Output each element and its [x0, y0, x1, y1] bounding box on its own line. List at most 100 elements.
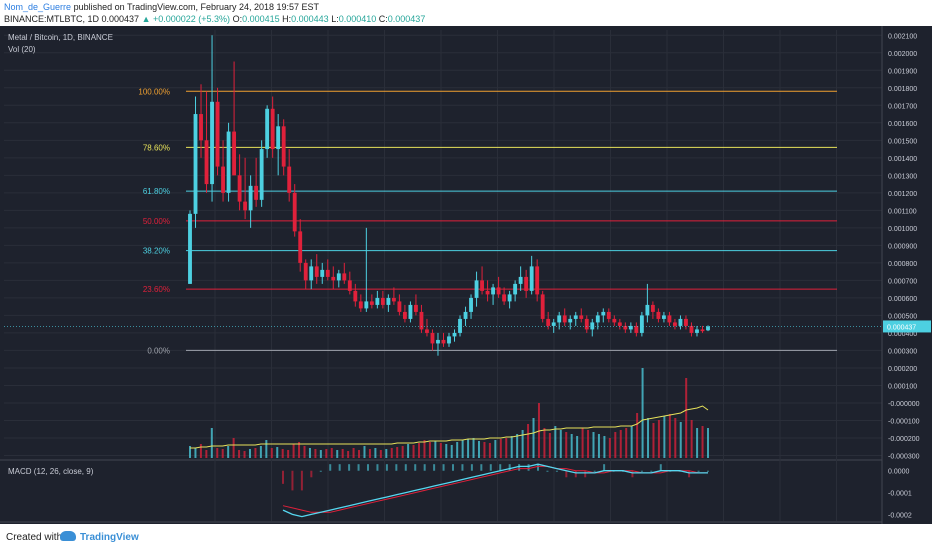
candle-body [254, 185, 259, 200]
fib-level-label: 38.20% [143, 247, 170, 256]
volume-bar [210, 428, 213, 458]
volume-bar [608, 438, 611, 458]
candle-body [584, 318, 589, 330]
volume-bar [527, 424, 530, 458]
chart-area[interactable]: 100.00% 78.60% 61.80% 50.00% 38.20% 23.60% 0.0… [0, 26, 932, 524]
volume-bar [347, 451, 350, 458]
price-tick-label: 0.000900 [888, 243, 917, 250]
price-tick-label: -0.000100 [888, 418, 920, 425]
macd-histogram-bar [414, 464, 417, 471]
volume-bar [499, 439, 502, 458]
candle-body [590, 322, 595, 330]
volume-bar [663, 416, 666, 458]
macd-histogram-bar [489, 464, 492, 471]
candle-body [557, 315, 562, 323]
candle-body [535, 266, 540, 295]
volume-bar [194, 448, 197, 458]
volume-bar [614, 432, 617, 458]
candle-body [579, 315, 584, 319]
time-axis[interactable]: 16 Nov 15 Dec 18 2018 15 Feb 15 Mar 15 Apr [211, 523, 844, 524]
fibonacci-levels[interactable]: 100.00% 78.60% 61.80% 50.00% 38.20% 23.60% 0.0… [138, 87, 837, 355]
macd-histogram-bar [593, 470, 596, 472]
price-axis[interactable]: 0.002100 0.002000 0.001900 0.001800 0.001700… [4, 26, 931, 524]
macd-histogram-bar [395, 464, 398, 471]
candle-body [243, 201, 248, 211]
volume-bar [352, 448, 355, 458]
candle-body [430, 332, 435, 344]
candle-body [700, 329, 705, 332]
high-label: H: [282, 14, 292, 24]
close-label: C: [378, 14, 388, 24]
macd-legend: MACD (12, 26, close, 9) [8, 467, 94, 476]
price-tick-label: 0.001800 [888, 86, 917, 93]
volume-bar [412, 445, 415, 458]
price-tick-label: 0.001300 [888, 173, 917, 180]
candle-body [336, 273, 341, 281]
candle-body [474, 280, 479, 298]
candle-body [673, 322, 677, 326]
candle-body [529, 266, 534, 291]
candle-body [380, 297, 385, 305]
candle-body [502, 294, 507, 302]
volume-bar [385, 449, 388, 458]
volume-bar [674, 418, 677, 458]
volume-bar [494, 440, 497, 458]
candle-body [347, 280, 352, 291]
time-tick-label: 2018 [489, 523, 507, 524]
volume-bar [314, 449, 317, 458]
price-tick-label: 0.000100 [888, 383, 917, 390]
volume-bar [221, 449, 224, 458]
volume-bar [690, 420, 693, 458]
volume-bar [434, 441, 437, 458]
candle-body [375, 297, 380, 305]
macd-tick-label: -0.0001 [888, 491, 912, 498]
price-tick-label: 0.001200 [888, 191, 917, 198]
candle-body [369, 301, 374, 305]
candle-body [546, 318, 551, 326]
volume-bar [581, 428, 584, 458]
candle-body [656, 311, 661, 319]
volume-bar [439, 443, 442, 458]
volume-bar [477, 441, 480, 458]
volume-bar [238, 450, 241, 458]
volume-bar [696, 428, 699, 458]
candle-body [601, 311, 606, 316]
candle-body [684, 318, 688, 326]
volume-bar [308, 448, 311, 458]
volume-bar [287, 450, 290, 458]
candle-body [358, 301, 363, 309]
candle-body [507, 294, 512, 302]
candle-body [650, 304, 655, 312]
candle-body [281, 126, 286, 167]
volume-bar [336, 450, 339, 458]
macd-histogram-bar [584, 470, 587, 478]
volume-bar [450, 445, 453, 458]
volume-bar [270, 448, 273, 458]
volume-bar [341, 449, 344, 458]
candle-body [276, 126, 281, 150]
volume-bar [559, 430, 562, 458]
price-chart[interactable]: 100.00%78.60%61.80%50.00%38.20%23.60%0.0… [0, 26, 932, 524]
macd-histogram-bar [546, 470, 549, 472]
volume-bar [358, 450, 361, 458]
macd-histogram-bar [357, 464, 360, 471]
macd-histogram-bar [631, 470, 634, 478]
volume-bar [592, 432, 595, 458]
tradingview-brand[interactable]: TradingView [80, 532, 139, 543]
volume-bar [668, 414, 671, 458]
candle-body [573, 315, 578, 319]
volume-bar [701, 426, 704, 458]
time-tick-label: Mar [717, 523, 731, 524]
candle-body [287, 166, 292, 193]
chart-title: Metal / Bitcoin, 1D, BINANCE [8, 33, 113, 42]
macd-histogram-bar [508, 464, 511, 471]
time-tick-label: Dec [377, 523, 391, 524]
candle-body [248, 185, 253, 211]
volume-bar [374, 448, 377, 458]
author-link[interactable]: Nom_de_Guerre [4, 2, 72, 12]
candle-body [447, 336, 451, 344]
macd-signal-line [282, 465, 708, 513]
macd-histogram-bar [499, 464, 502, 471]
volume-bar [543, 428, 546, 458]
volume-bar [625, 428, 628, 458]
